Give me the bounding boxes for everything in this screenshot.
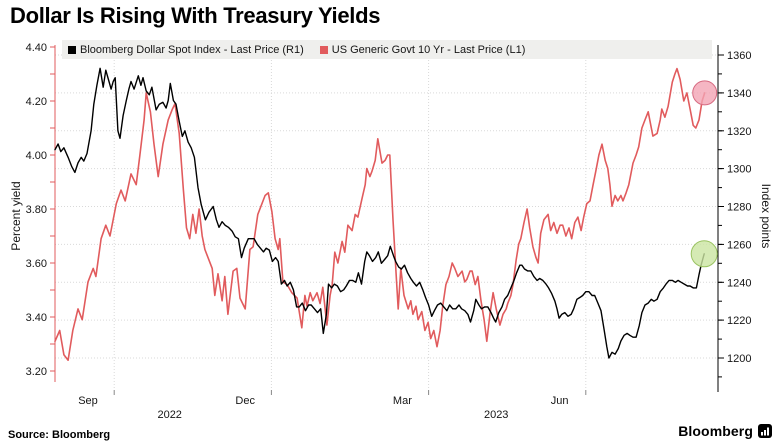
legend-item-us-10yr: US Generic Govt 10 Yr - Last Price (L1)	[319, 43, 526, 56]
series-line-us-10yr	[54, 67, 706, 362]
left-axis-tick-label: 3.20	[26, 366, 47, 378]
left-axis-tick-label: 4.00	[26, 150, 47, 162]
x-year-label: 2023	[484, 409, 508, 421]
left-axis-tick-label: 3.40	[26, 312, 47, 324]
left-axis-title: Percent yield	[9, 181, 23, 251]
source-caption: Source: Bloomberg	[8, 429, 111, 441]
bar-chart-icon	[758, 424, 772, 438]
right-axis-tick-label: 1280	[727, 202, 751, 214]
legend-swatch-red	[319, 45, 328, 54]
chart-legend: Bloomberg Dollar Spot Index - Last Price…	[62, 40, 712, 59]
x-month-label: Dec	[235, 395, 255, 407]
bloomberg-logo-text: Bloomberg	[678, 423, 753, 439]
end-marker-us-10yr	[692, 80, 718, 106]
bloomberg-logo: Bloomberg	[678, 423, 772, 439]
x-month-label: Mar	[393, 395, 412, 407]
right-axis-tick-label: 1360	[727, 50, 751, 62]
x-year-label: 2022	[157, 409, 181, 421]
right-axis-tick-label: 1200	[727, 353, 751, 365]
right-axis-tick-label: 1220	[727, 315, 751, 327]
right-axis-tick-label: 1240	[727, 277, 751, 289]
x-month-label: Sep	[78, 395, 98, 407]
left-axis-tick-label: 4.20	[26, 96, 47, 108]
right-axis-tick-label: 1300	[727, 164, 751, 176]
legend-label-dollar-index: Bloomberg Dollar Spot Index - Last Price…	[80, 43, 304, 56]
right-axis-tick-label: 1340	[727, 88, 751, 100]
legend-swatch-black	[68, 45, 76, 54]
left-axis-tick-label: 3.60	[26, 258, 47, 270]
series-line-dollar-index	[54, 67, 705, 359]
right-axis-title: Index points	[759, 183, 773, 249]
right-axis-tick-label: 1260	[727, 239, 751, 251]
left-axis-tick-label: 3.80	[26, 204, 47, 216]
legend-label-us-10yr: US Generic Govt 10 Yr - Last Price (L1)	[331, 43, 526, 56]
end-marker-dollar-index	[690, 240, 718, 268]
x-month-label: Jun	[551, 395, 569, 407]
legend-item-dollar-index: Bloomberg Dollar Spot Index - Last Price…	[68, 44, 304, 56]
page-title: Dollar Is Rising With Treasury Yields	[10, 3, 381, 28]
left-axis-tick-label: 4.40	[26, 42, 47, 54]
right-axis-tick-label: 1320	[727, 126, 751, 138]
